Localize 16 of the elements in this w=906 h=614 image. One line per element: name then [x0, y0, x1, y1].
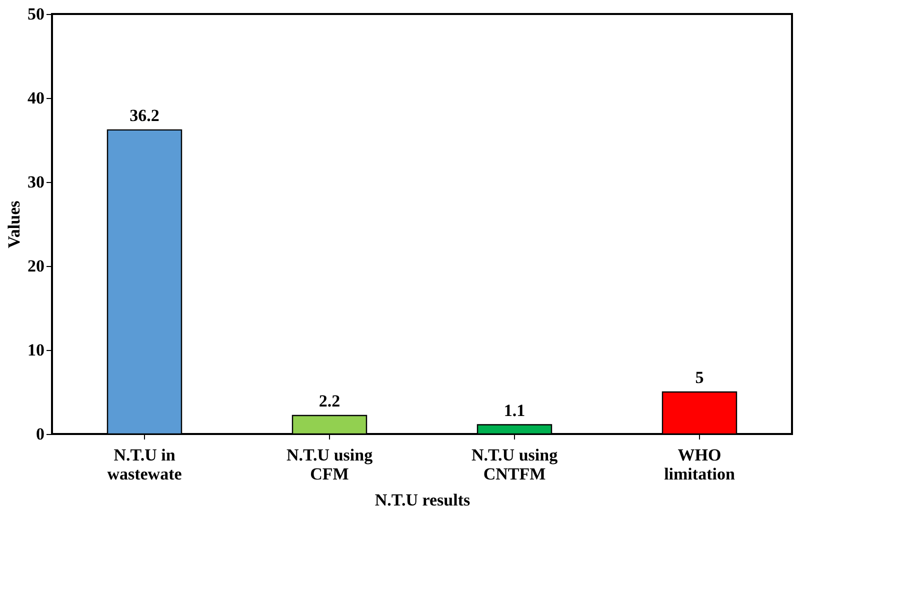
y-tick-label: 30: [28, 172, 44, 192]
y-tick-label: 50: [28, 4, 44, 24]
x-tick-label: WHO limitation: [664, 446, 736, 484]
y-tick-label: 10: [28, 340, 44, 360]
x-tick-label: N.T.U using CFM: [286, 446, 374, 484]
data-label: 36.2: [130, 106, 160, 125]
x-tick-label: N.T.U using CNTFM: [471, 446, 558, 484]
data-label: 5: [695, 368, 704, 387]
data-label: 1.1: [504, 400, 526, 420]
y-tick-label: 0: [36, 424, 44, 444]
y-tick-label: 20: [28, 256, 44, 276]
data-label: 2.2: [318, 392, 340, 411]
x-axis-title: N.T.U results: [374, 490, 470, 510]
y-axis-title: Values: [4, 200, 24, 248]
y-tick-label: 40: [28, 88, 44, 108]
x-tick-label: N.T.U in wastewate: [107, 446, 182, 484]
